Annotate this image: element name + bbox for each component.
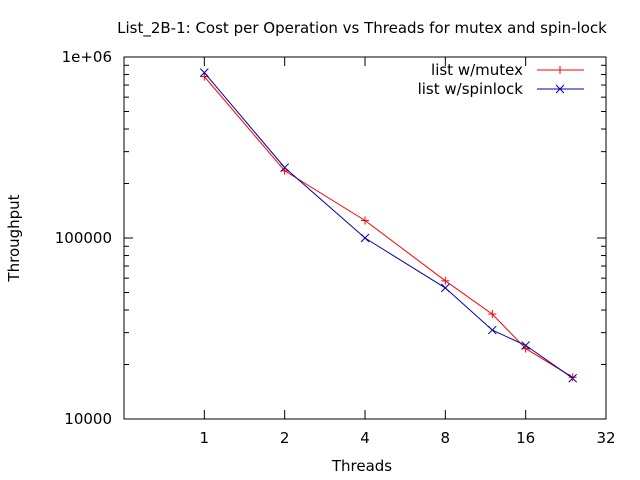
data-point-d2 — [280, 163, 290, 172]
x-tick-label: 1 — [200, 429, 210, 447]
data-point — [487, 325, 497, 335]
x-tick-label: 16 — [516, 429, 535, 447]
legend-item: list w/mutex — [431, 61, 584, 79]
series-line — [203, 72, 573, 379]
x-axis-label: Threads — [331, 457, 392, 475]
chart-title: List_2B-1: Cost per Operation vs Threads… — [117, 19, 607, 38]
data-point — [361, 216, 369, 225]
series-2 — [199, 68, 578, 383]
data-point — [360, 233, 370, 243]
data-point — [199, 68, 209, 77]
data-point-d2 — [199, 68, 209, 77]
y-tick-label: 100000 — [55, 229, 112, 247]
data-point — [521, 341, 531, 350]
data-point-d2 — [487, 325, 497, 335]
series-line — [203, 76, 573, 378]
data-point-d2 — [521, 341, 531, 350]
data-point — [441, 276, 450, 285]
data-point-d2 — [568, 373, 578, 383]
data-point — [440, 283, 450, 293]
x-tick-label: 2 — [280, 429, 290, 447]
data-point-d2 — [360, 233, 370, 243]
data-point — [488, 310, 497, 319]
y-axis-label: Throughput — [5, 194, 23, 282]
y-tick-label: 1e+06 — [62, 48, 112, 66]
x-tick-label: 8 — [441, 429, 451, 447]
x-tick-label: 4 — [360, 429, 370, 447]
x-tick-label: 32 — [596, 429, 615, 447]
legend-item: list w/spinlock — [418, 80, 584, 98]
y-tick-label: 10000 — [64, 410, 112, 428]
series-1 — [200, 72, 577, 382]
legend-label: list w/spinlock — [418, 80, 524, 98]
series-group — [199, 68, 578, 383]
axes: 10000 100000 1e+06 1 2 4 8 16 32 — [55, 48, 616, 447]
data-point-d2 — [555, 84, 565, 94]
legend-label: list w/mutex — [431, 61, 523, 79]
data-point — [280, 163, 290, 172]
data-point-d2 — [440, 283, 450, 293]
data-point — [568, 373, 577, 382]
data-point — [568, 373, 578, 383]
